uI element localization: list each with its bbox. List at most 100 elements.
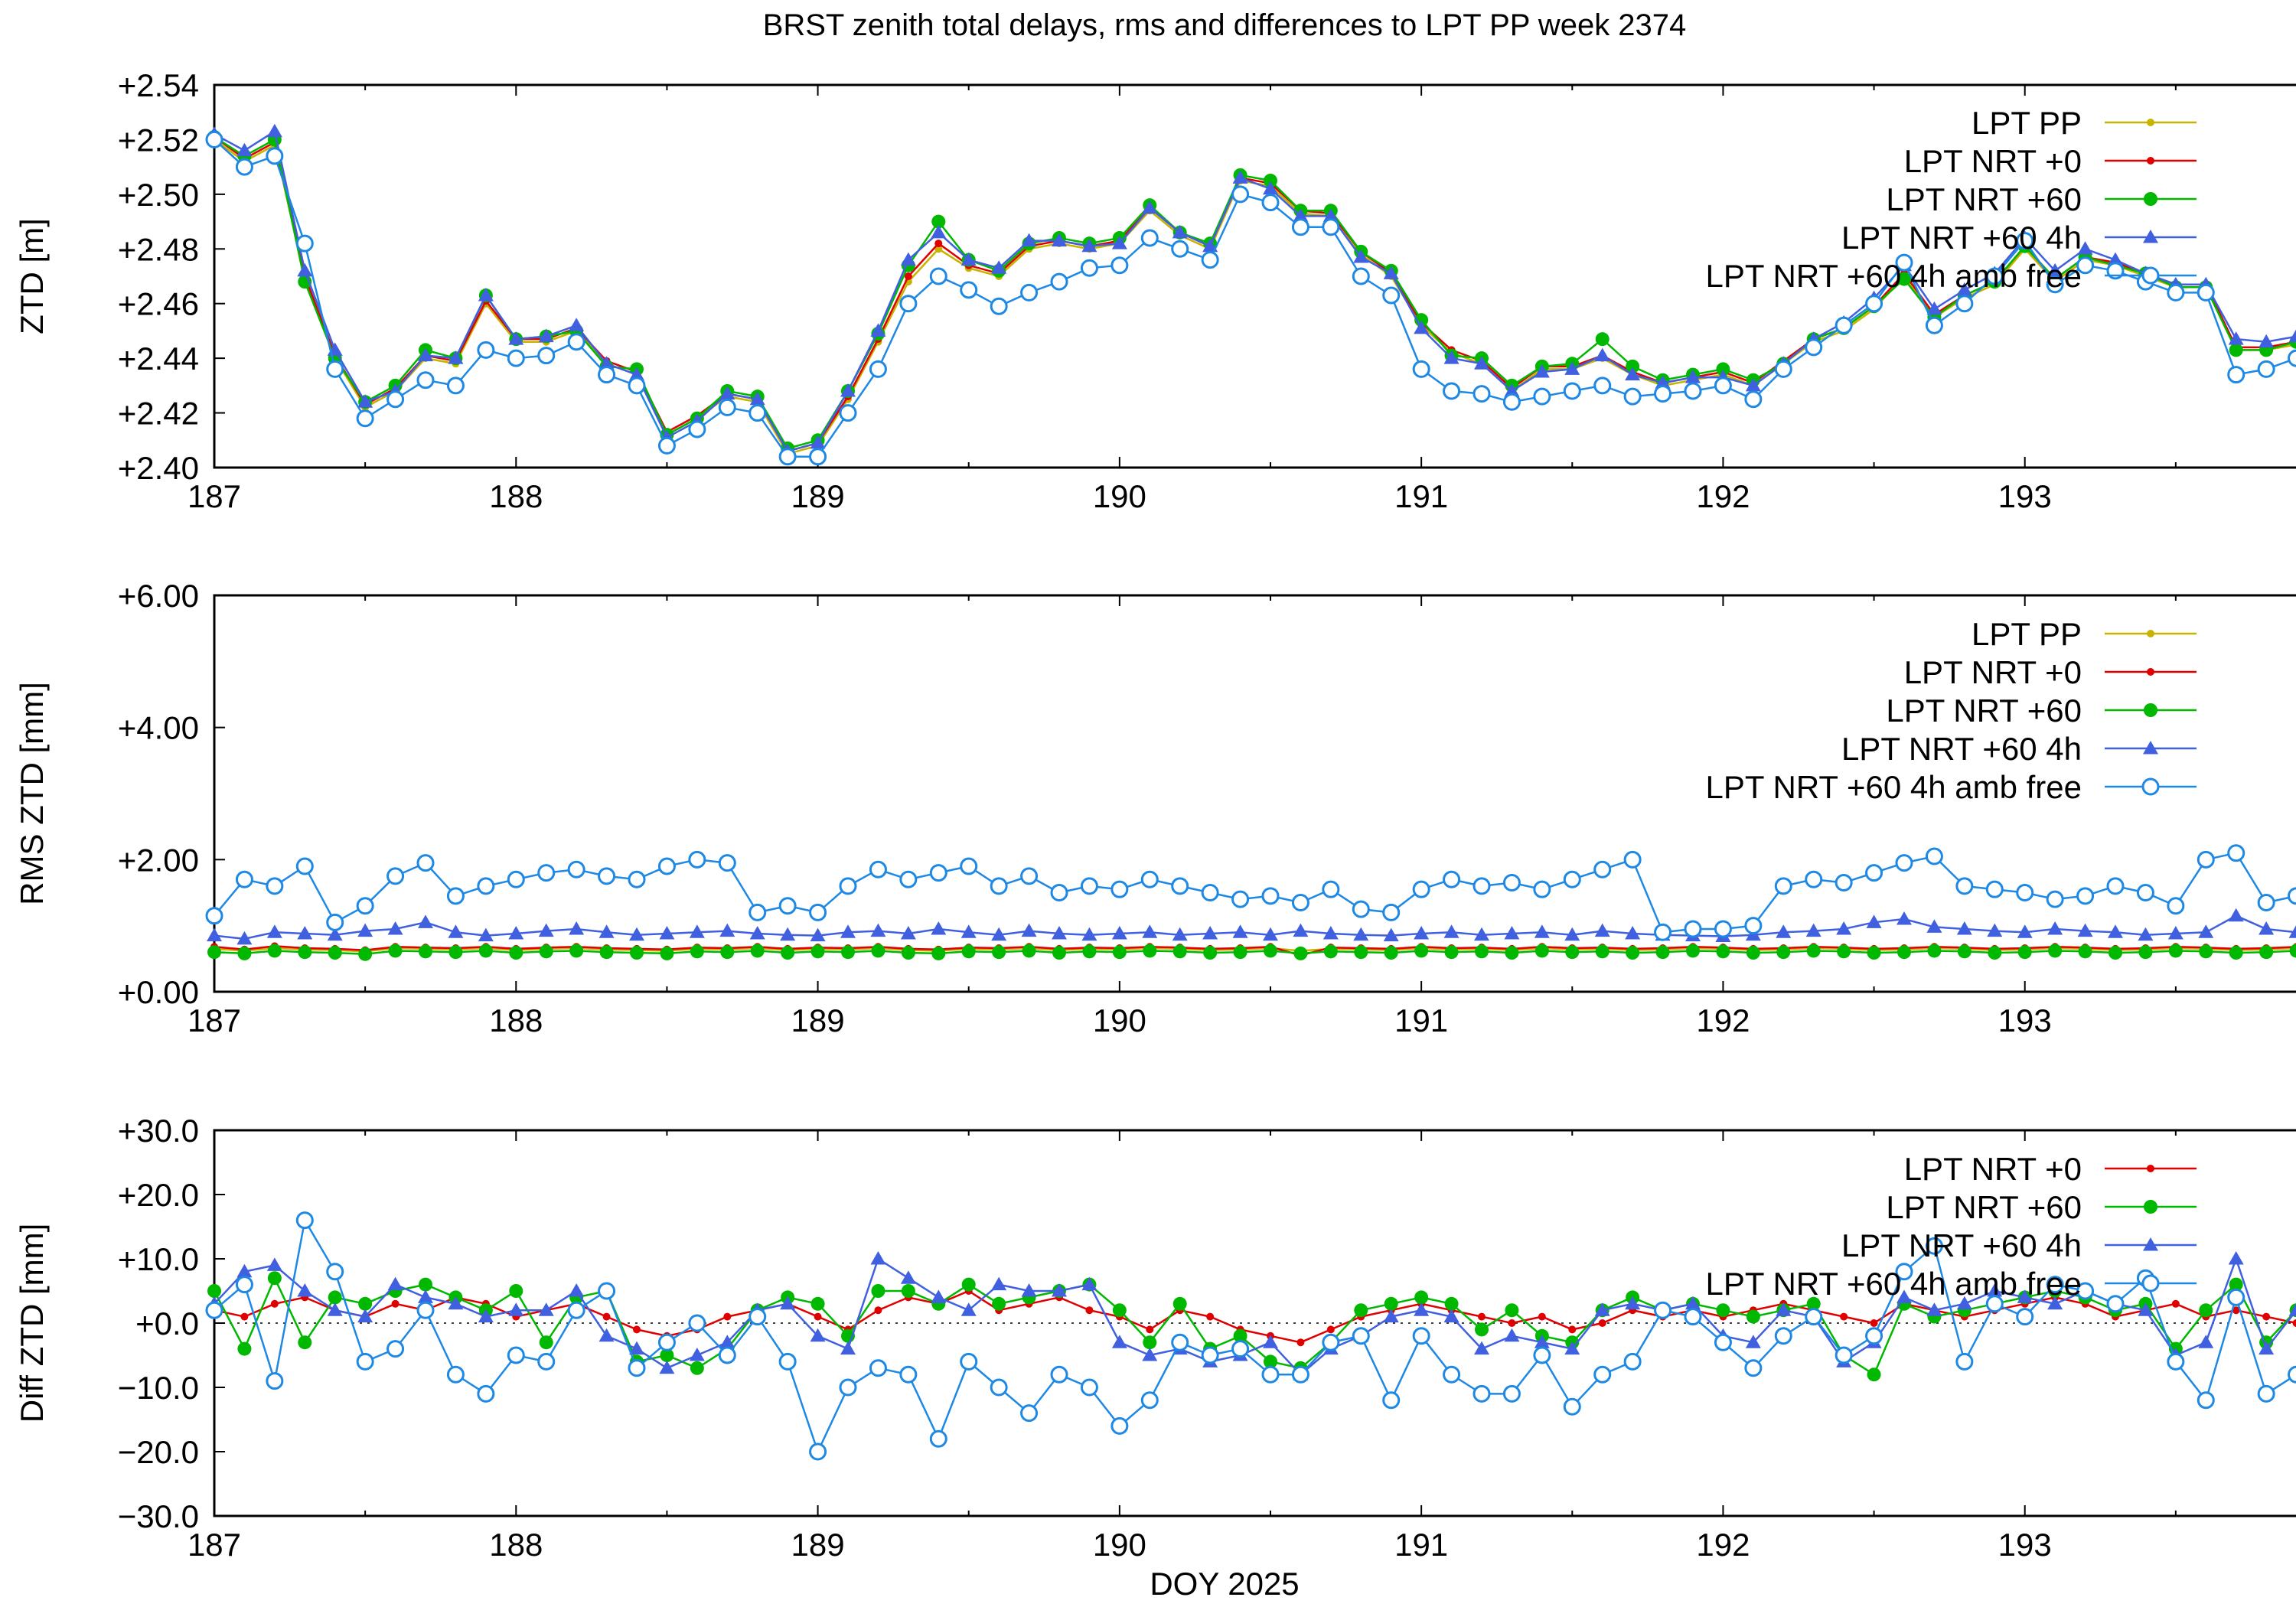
data-point xyxy=(2078,944,2092,959)
data-point xyxy=(657,436,676,455)
y-tick-label: +0.00 xyxy=(118,974,199,1010)
x-tick-label: 193 xyxy=(1998,1527,2052,1563)
data-point xyxy=(1080,259,1098,277)
data-point xyxy=(598,1328,615,1342)
x-tick-label: 187 xyxy=(188,1527,241,1563)
data-point xyxy=(1502,874,1521,892)
data-point xyxy=(904,272,912,280)
series-line xyxy=(214,852,2296,934)
data-point xyxy=(869,860,887,878)
data-point xyxy=(2136,884,2154,901)
data-point xyxy=(719,386,735,400)
data-point xyxy=(1684,920,1702,938)
data-point xyxy=(1264,1354,1277,1369)
data-point xyxy=(2257,893,2275,911)
data-point xyxy=(1143,944,1157,958)
data-point xyxy=(749,391,765,406)
data-point xyxy=(1142,1348,1158,1361)
data-point xyxy=(478,1309,494,1323)
data-point xyxy=(1563,1397,1581,1416)
data-point xyxy=(1443,382,1461,400)
data-point xyxy=(358,947,373,961)
data-point xyxy=(960,924,977,938)
data-point xyxy=(628,376,646,395)
data-point xyxy=(1353,249,1369,263)
data-point xyxy=(1896,911,1912,925)
data-point xyxy=(569,921,585,935)
data-point xyxy=(1146,1325,1154,1334)
data-point xyxy=(266,924,282,938)
data-point xyxy=(1744,1359,1763,1377)
data-point xyxy=(2076,1282,2095,1300)
data-point xyxy=(235,1276,253,1294)
data-point xyxy=(1805,870,1823,888)
data-point xyxy=(1623,850,1642,869)
data-point xyxy=(1836,921,1852,935)
data-point xyxy=(2199,944,2213,959)
data-point xyxy=(418,914,433,928)
data-point xyxy=(2292,1319,2296,1327)
data-point xyxy=(1985,880,2004,898)
data-point xyxy=(2232,1306,2240,1315)
data-point xyxy=(1654,385,1672,403)
data-point xyxy=(1082,944,1097,959)
data-point xyxy=(2197,283,2215,302)
data-point xyxy=(2077,923,2093,937)
data-point xyxy=(538,328,554,343)
data-point xyxy=(1052,926,1067,940)
data-point xyxy=(236,1263,253,1278)
data-point xyxy=(841,945,855,960)
data-point xyxy=(386,867,405,885)
data-point xyxy=(2138,1302,2154,1316)
y-tick-label: +2.46 xyxy=(118,286,199,322)
data-point xyxy=(1897,945,1911,960)
data-point xyxy=(1714,376,1732,395)
data-point xyxy=(809,1442,827,1461)
data-point xyxy=(2258,921,2275,935)
data-point xyxy=(1085,1306,1094,1315)
data-point xyxy=(207,945,221,960)
data-point xyxy=(1865,864,1883,882)
data-point xyxy=(840,1341,856,1355)
data-point xyxy=(1384,1296,1398,1311)
data-point xyxy=(1926,301,1942,315)
data-point xyxy=(358,1296,373,1311)
x-tick-label: 192 xyxy=(1696,1527,1750,1563)
y-axis-label: ZTD [m] xyxy=(14,218,50,334)
data-point xyxy=(1383,266,1399,279)
data-point xyxy=(598,366,616,384)
data-point xyxy=(1956,921,1972,935)
data-point xyxy=(840,924,856,938)
data-point xyxy=(1655,945,1670,960)
legend-label: LPT NRT +0 xyxy=(1904,654,2082,690)
x-tick-label: 193 xyxy=(1998,478,2052,514)
data-point xyxy=(931,214,946,229)
data-point xyxy=(1021,923,1037,937)
data-point xyxy=(660,946,674,960)
data-point xyxy=(1985,1295,2004,1313)
data-point xyxy=(1594,347,1610,362)
data-point xyxy=(1052,233,1067,247)
data-point xyxy=(2171,1299,2180,1308)
data-point xyxy=(810,927,826,942)
data-point xyxy=(205,907,223,925)
y-tick-label: −30.0 xyxy=(118,1498,199,1534)
data-point xyxy=(1955,295,1974,313)
data-point xyxy=(2017,1289,2033,1303)
data-point xyxy=(2288,887,2296,905)
data-point xyxy=(1865,1327,1883,1345)
legend-swatch-marker xyxy=(2147,157,2154,165)
data-point xyxy=(2258,1341,2275,1355)
data-point xyxy=(295,234,314,253)
series-line xyxy=(214,914,2296,940)
x-tick-label: 190 xyxy=(1093,1002,1146,1038)
data-point xyxy=(509,1284,523,1298)
legend-swatch-marker xyxy=(2143,230,2158,243)
data-point xyxy=(1533,1346,1551,1364)
data-point xyxy=(2108,252,2123,266)
data-point xyxy=(539,1335,553,1350)
data-point xyxy=(567,860,585,878)
legend-label: LPT NRT +60 4h xyxy=(1841,220,2082,256)
data-point xyxy=(1201,884,1219,901)
data-point xyxy=(810,1328,826,1342)
